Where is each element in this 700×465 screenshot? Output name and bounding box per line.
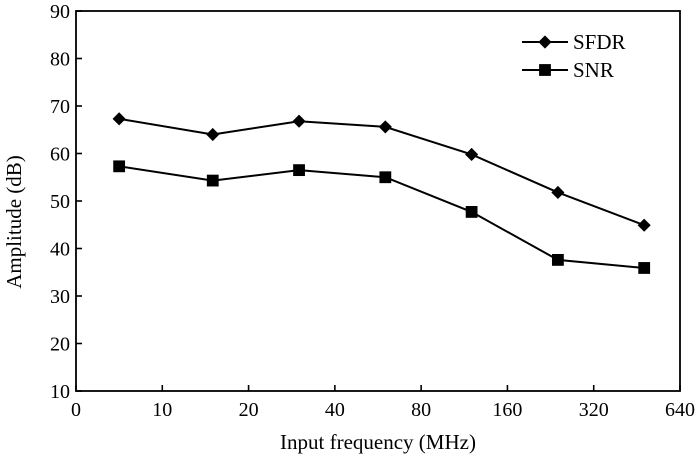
y-tick-label: 20 (50, 334, 70, 356)
snr-point (552, 253, 564, 266)
snr-point (113, 160, 126, 173)
y-tick-label: 60 (50, 144, 70, 166)
legend-marker (538, 35, 552, 49)
sfdr-point (465, 147, 479, 162)
snr-point (293, 164, 305, 177)
snr-point (206, 174, 219, 187)
legend-item-sfdr: SFDR (522, 30, 626, 54)
x-tick-label: 20 (239, 399, 259, 421)
y-axis-label: Amplitude (dB) (2, 155, 26, 289)
x-tick-label: 10 (152, 399, 172, 421)
x-tick-label: 40 (325, 399, 345, 421)
y-tick-label: 70 (50, 96, 70, 118)
series-layer (112, 112, 651, 274)
y-tick-label: 40 (50, 239, 70, 261)
sfdr-point (551, 185, 565, 200)
x-tick-label: 320 (579, 399, 609, 421)
x-tick-label: 160 (492, 399, 522, 421)
sfdr-series (112, 112, 651, 232)
legend-label: SNR (573, 58, 614, 82)
sfdr-point (292, 114, 306, 128)
y-tick-label: 50 (50, 191, 70, 213)
y-tick-label: 30 (50, 286, 70, 308)
sfdr-point (378, 120, 392, 134)
legend: SFDR SNR (522, 30, 626, 82)
x-tick-label: 80 (411, 399, 431, 421)
y-tick-label: 90 (50, 1, 70, 23)
legend-marker (539, 64, 551, 76)
y-tick-label: 80 (50, 49, 70, 71)
legend-label: SFDR (573, 30, 626, 54)
x-tick-label: 640 (665, 399, 695, 421)
sfdr-point (112, 112, 126, 126)
x-axis-label: Input frequency (MHz) (280, 430, 476, 454)
x-tick-label: 0 (71, 399, 81, 421)
y-tick-label: 10 (50, 381, 70, 403)
sfdr-point (637, 218, 651, 232)
snr-point (465, 206, 478, 218)
snr-point (638, 262, 651, 274)
legend-item-snr: SNR (522, 58, 614, 82)
snr-series (113, 160, 651, 274)
sfdr-point (206, 127, 220, 142)
snr-point (379, 171, 392, 184)
